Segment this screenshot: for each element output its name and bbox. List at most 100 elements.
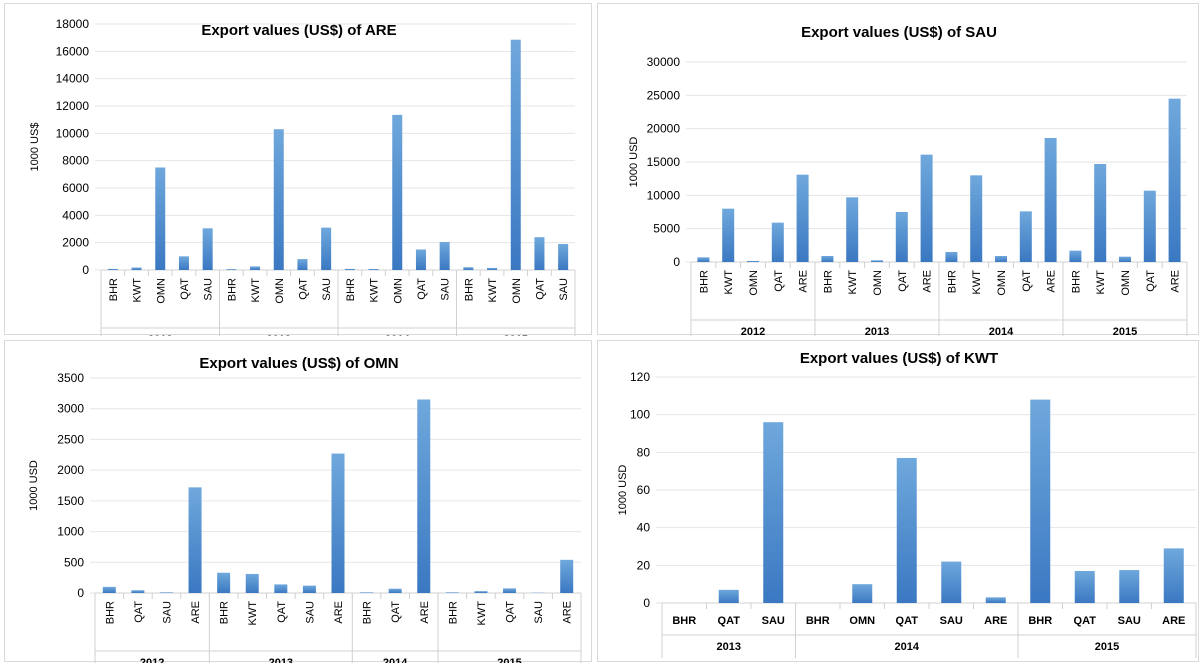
bar (302, 585, 316, 593)
y-tick-label: 15000 (647, 155, 681, 169)
bar (1074, 570, 1095, 603)
x-group-label: 2013 (267, 334, 291, 336)
bar (763, 422, 784, 603)
chart-title: Export values (US$) of ARE (201, 22, 396, 39)
y-tick-label: 2500 (57, 432, 84, 446)
bar (202, 228, 213, 270)
y-tick-label: 14000 (56, 72, 90, 86)
bar (250, 266, 261, 270)
chart-omn-exports: Export values (US$) of OMN 0 500 1000 1500 20… (28, 355, 582, 663)
x-tick-label: QAT (896, 615, 919, 627)
y-axis-label: 1000 US$ (29, 123, 41, 172)
x-tick-label: OMN (1120, 270, 1132, 296)
y-tick-label: 5000 (653, 222, 680, 236)
bar (1069, 250, 1082, 262)
x-tick-label: SAU (762, 615, 785, 627)
bar (970, 175, 983, 262)
x-tick-label: OMN (392, 278, 404, 304)
x-tick-label: OMN (996, 270, 1008, 296)
bar (503, 588, 517, 593)
x-tick-label: ARE (798, 270, 810, 293)
x-tick-label: QAT (276, 601, 288, 623)
x-group-label: 2015 (497, 657, 521, 663)
y-tick-label: 20000 (647, 122, 681, 136)
x-tick-label: QAT (179, 278, 191, 300)
bar (1168, 98, 1181, 263)
bar (995, 256, 1007, 262)
y-tick-label: 0 (77, 586, 84, 600)
x-tick-label: KWT (476, 601, 488, 626)
x-tick-label: ARE (984, 615, 1007, 627)
y-tick-label: 25000 (647, 88, 681, 102)
bar (417, 399, 431, 593)
bar (534, 237, 545, 270)
x-tick-label: QAT (297, 278, 309, 300)
bar (722, 208, 735, 262)
bar (321, 227, 332, 270)
y-tick-label: 18000 (56, 17, 90, 31)
bar (985, 597, 1006, 603)
bar (558, 244, 569, 270)
bar (1143, 190, 1156, 262)
bar (1119, 570, 1140, 603)
x-tick-label: BHR (362, 601, 374, 624)
bar (895, 212, 908, 262)
x-tick-label: SAU (533, 601, 545, 624)
x-tick-label: BHR (219, 601, 231, 624)
x-tick-label: BHR (447, 601, 459, 624)
bar (297, 259, 308, 270)
x-tick-label: OMN (849, 615, 875, 627)
x-tick-label: BHR (104, 601, 116, 624)
chart-panel-omn-exports: Export values (US$) of OMN 0 500 1000 1500 20… (4, 340, 592, 663)
x-tick-label: BHR (698, 270, 710, 293)
bar (821, 256, 834, 262)
chart-title: Export values (US$) of KWT (800, 350, 998, 367)
y-tick-label: 80 (637, 445, 651, 459)
x-group-label: 2015 (1113, 326, 1137, 336)
bar (188, 487, 202, 593)
bar (796, 174, 809, 262)
bar (852, 584, 873, 603)
x-tick-label: SAU (940, 615, 963, 627)
bar (344, 268, 355, 270)
bar (718, 589, 739, 603)
x-group-label: 2013 (269, 657, 293, 663)
x-tick-label: ARE (562, 601, 574, 624)
y-tick-label: 10000 (647, 188, 681, 202)
y-tick-label: 0 (643, 596, 650, 610)
x-tick-label: BHR (946, 270, 958, 293)
y-tick-label: 500 (64, 555, 84, 569)
bar (274, 584, 288, 593)
chart-are-exports: Export values (US$) of ARE 0 2000 4000 6000 8… (29, 17, 576, 336)
x-tick-label: BHR (108, 278, 120, 301)
bar (155, 167, 166, 270)
y-tick-label: 100 (630, 408, 650, 422)
y-tick-label: 3500 (57, 371, 84, 385)
bar (896, 457, 917, 603)
x-tick-label: KWT (723, 270, 735, 295)
bar (360, 592, 374, 593)
x-tick-label: SAU (203, 278, 215, 301)
bar (131, 590, 145, 593)
x-tick-label: QAT (1145, 270, 1157, 292)
y-axis-label: 1000 USD (617, 465, 629, 516)
y-tick-label: 0 (673, 255, 680, 269)
y-tick-label: 120 (630, 370, 650, 384)
y-tick-label: 1000 (57, 525, 84, 539)
bar (1030, 399, 1051, 603)
x-tick-label: QAT (1021, 270, 1033, 292)
bar (331, 453, 345, 593)
bar (1094, 164, 1107, 262)
x-tick-label: QAT (1074, 615, 1097, 627)
x-tick-label: ARE (1046, 270, 1058, 293)
bar (245, 573, 259, 593)
bar (131, 267, 142, 270)
bar (1044, 138, 1057, 262)
x-tick-label: ARE (333, 601, 345, 624)
y-tick-label: 10000 (56, 126, 90, 140)
bar (871, 260, 883, 262)
y-tick-label: 1500 (57, 494, 84, 508)
x-tick-label: ARE (419, 601, 431, 624)
x-tick-label: OMN (748, 270, 760, 296)
x-tick-label: QAT (390, 601, 402, 623)
